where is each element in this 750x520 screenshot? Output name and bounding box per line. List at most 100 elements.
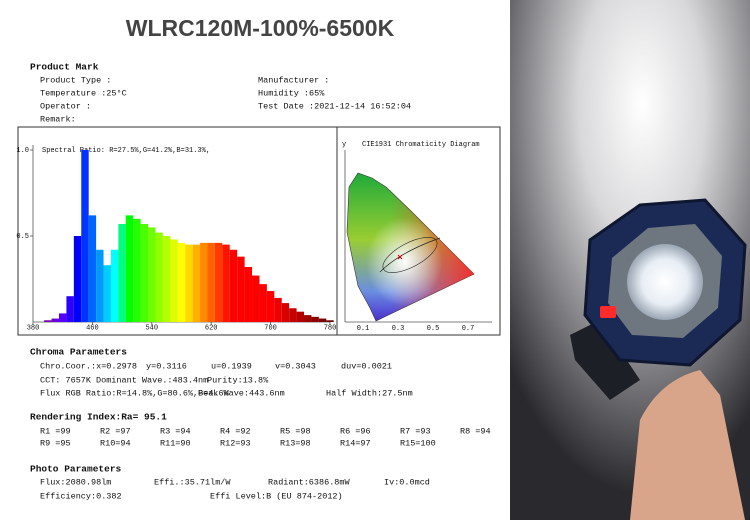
field: R7 =93 bbox=[400, 426, 431, 436]
spectrum-bar bbox=[88, 215, 97, 322]
field: Flux:2080.98lm bbox=[40, 477, 111, 487]
spectrum-bar bbox=[177, 242, 186, 322]
spectrum-bar bbox=[44, 320, 52, 322]
y-tick-label: 0.5 bbox=[16, 233, 29, 241]
spectrum-bar bbox=[281, 303, 290, 322]
spectrum-bar bbox=[125, 215, 134, 322]
spectrum-bar bbox=[207, 242, 215, 322]
spectrum-bar bbox=[81, 150, 89, 322]
spectrum-bar bbox=[259, 284, 267, 322]
field: R14=97 bbox=[340, 438, 371, 448]
field: Manufacturer : bbox=[258, 75, 329, 85]
field: R9 =95 bbox=[40, 438, 71, 448]
x-tick-label: 620 bbox=[205, 324, 218, 332]
field: duv=0.0021 bbox=[341, 361, 392, 371]
red-led bbox=[600, 306, 616, 318]
x-tick-label: 540 bbox=[145, 324, 158, 332]
spectrum-bar bbox=[140, 223, 149, 322]
field: R3 =94 bbox=[160, 426, 191, 436]
x-tick-label: 700 bbox=[264, 324, 277, 332]
spectrum-bar bbox=[110, 249, 119, 322]
spectrum-bar bbox=[170, 239, 178, 322]
cie-x-tick-label: 0.5 bbox=[427, 325, 440, 333]
spectrum-bar bbox=[296, 311, 305, 322]
section-heading: Rendering Index:Ra= 95.1 bbox=[30, 412, 167, 423]
spectrum-bar bbox=[66, 296, 74, 322]
field: Humidity :65% bbox=[258, 88, 325, 98]
spectrum-bar bbox=[318, 318, 327, 322]
spectrum-bar bbox=[304, 315, 312, 322]
field: Remark: bbox=[40, 114, 76, 124]
spectrum-bar bbox=[266, 291, 275, 322]
ellipse bbox=[382, 237, 438, 273]
field: Purity:13.8% bbox=[207, 375, 269, 385]
cie-title: CIE1931 Chromaticity Diagram bbox=[362, 141, 480, 149]
field: R13=98 bbox=[280, 438, 311, 448]
section-heading: Product Mark bbox=[30, 62, 99, 73]
field: Flux RGB Ratio:R=14.8%,G=80.6%,B=4.6% bbox=[40, 388, 230, 398]
field: Effi.:35.71lm/W bbox=[154, 477, 231, 487]
field: Iv:0.0mcd bbox=[384, 477, 430, 487]
lamp-handle bbox=[570, 320, 640, 400]
spectral-ratio: Spectral Ratio: R=27.5%,G=41.2%,B=31.3%, bbox=[42, 147, 210, 155]
field: v=0.3043 bbox=[275, 361, 316, 371]
field: Efficiency:0.382 bbox=[40, 491, 122, 501]
section-heading: Chroma Parameters bbox=[30, 347, 127, 358]
spectrum-bar bbox=[133, 218, 141, 322]
field: R8 =94 bbox=[460, 426, 491, 436]
planckian-locus bbox=[379, 237, 441, 273]
spectrum-bar bbox=[192, 244, 201, 322]
spectrum-bar bbox=[311, 316, 319, 322]
field: R4 =92 bbox=[220, 426, 251, 436]
spectrum-bar bbox=[185, 244, 193, 322]
cie-diagram: CIE1931 Chromaticity Diagram y 0.1 0.3 0.5… bbox=[342, 141, 492, 333]
cie-x-tick-label: 0.3 bbox=[392, 325, 405, 333]
field: R15=100 bbox=[400, 438, 436, 448]
spectrum-bar bbox=[214, 242, 223, 322]
field: R6 =96 bbox=[340, 426, 371, 436]
spectrum-bar bbox=[200, 242, 208, 322]
spectrum-bar bbox=[274, 297, 282, 322]
cie-y-label: y bbox=[342, 141, 346, 149]
spectrum-bar bbox=[326, 320, 334, 322]
spectrum-bar bbox=[244, 266, 253, 322]
spectrum-bar bbox=[51, 318, 59, 322]
field: Radiant:6386.8mW bbox=[268, 477, 351, 487]
field: R1 =99 bbox=[40, 426, 71, 436]
field: Half Width:27.5nm bbox=[326, 388, 413, 398]
product-photo bbox=[510, 0, 750, 520]
spectrum-bar bbox=[148, 227, 156, 322]
cie-white-overlay bbox=[347, 173, 474, 321]
x-tick-label: 380 bbox=[27, 324, 40, 332]
field: Dominant Wave.:483.4nm bbox=[96, 375, 208, 385]
spectrum-bar bbox=[162, 236, 171, 322]
spectrum-bar bbox=[96, 249, 104, 322]
spectrum-bar bbox=[229, 249, 238, 322]
field: Temperature :25°C bbox=[40, 88, 127, 98]
spectrum-bar bbox=[252, 275, 260, 322]
section-heading: Photo Parameters bbox=[30, 464, 122, 475]
field: R11=90 bbox=[160, 438, 191, 448]
field: R10=94 bbox=[100, 438, 131, 448]
cie-x-tick-label: 0.1 bbox=[357, 325, 370, 333]
field: R12=93 bbox=[220, 438, 251, 448]
cie-x-tick-label: 0.7 bbox=[462, 325, 475, 333]
field: u=0.1939 bbox=[211, 361, 252, 371]
field: Peak Wave:443.6nm bbox=[198, 388, 285, 398]
field: CCT: 7657K bbox=[40, 375, 92, 385]
field: Effi Level:B (EU 874-2012) bbox=[210, 491, 343, 501]
spectrum-bar bbox=[222, 244, 230, 322]
spectrum-bar bbox=[155, 232, 163, 322]
field: R5 =98 bbox=[280, 426, 311, 436]
spectrum-bar bbox=[73, 236, 82, 322]
field: R2 =97 bbox=[100, 426, 131, 436]
point-marker bbox=[397, 254, 403, 260]
spectrum-bar bbox=[237, 256, 245, 322]
field: Test Date :2021-12-14 16:52:04 bbox=[258, 101, 411, 111]
lamp-lens bbox=[627, 244, 703, 320]
hand bbox=[630, 370, 745, 520]
field: y=0.3116 bbox=[146, 361, 187, 371]
field: Operator : bbox=[40, 101, 91, 111]
document-title: WLRC120M-100%-6500K bbox=[126, 15, 395, 41]
